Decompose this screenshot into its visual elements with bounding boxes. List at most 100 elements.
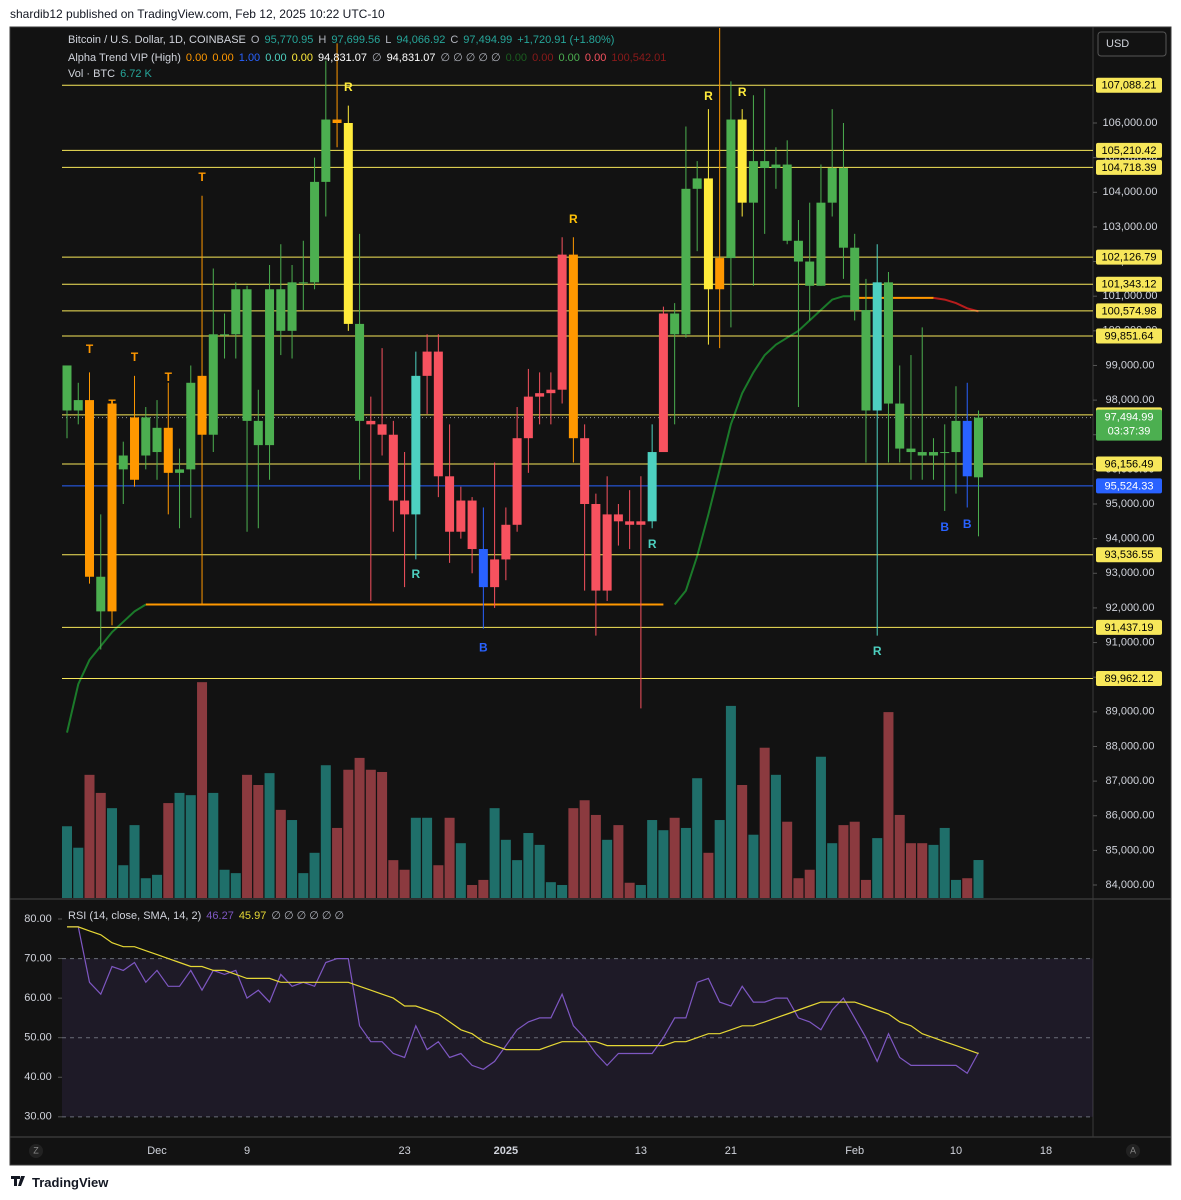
auto-button[interactable]: A	[1130, 1145, 1136, 1155]
level-tag-label: 104,718.39	[1101, 162, 1156, 174]
rsi-pane	[62, 926, 1093, 1118]
volume-bar	[433, 865, 444, 898]
y-tick-label: 40.00	[24, 1071, 52, 1083]
signal-label: R	[569, 212, 578, 226]
candle-body	[141, 417, 151, 456]
volume-bar	[197, 682, 208, 898]
level-tag	[1096, 478, 1162, 494]
level-tag-label: 100,574.98	[1101, 305, 1156, 317]
level-tag-label: 95,524.33	[1105, 480, 1154, 492]
candle-body	[523, 396, 533, 439]
signal-label: R	[648, 537, 657, 551]
button-bg[interactable]	[1126, 1144, 1140, 1158]
candle-body	[557, 254, 567, 390]
candle-body	[433, 351, 443, 477]
currency-button[interactable]	[1097, 31, 1167, 57]
volume-bar	[264, 773, 275, 898]
signal-label: B	[940, 520, 949, 534]
y-tick-label: 86,000.00	[1106, 810, 1155, 822]
chart-frame	[9, 26, 1172, 1166]
legend-item: RSI (14, close, SMA, 14, 2)	[68, 910, 202, 922]
candle-body	[872, 282, 882, 411]
volume-bar	[152, 874, 163, 898]
volume-bar	[748, 834, 759, 898]
volume-bar	[557, 885, 568, 898]
volume-bar	[388, 860, 399, 898]
candle-body	[253, 420, 263, 446]
volume-bar	[489, 808, 500, 898]
legend-item: 1.00	[238, 52, 261, 64]
scale-button[interactable]: Z	[33, 1145, 39, 1155]
volume-bar	[332, 827, 343, 898]
y-tick-label: 94,000.00	[1106, 533, 1155, 545]
candle-body	[220, 334, 230, 336]
candle-body	[118, 455, 128, 470]
level-tag-label: 91,437.19	[1105, 622, 1154, 634]
candle-body	[163, 427, 173, 473]
volume-bar	[568, 808, 579, 898]
volume-bar	[185, 795, 196, 898]
volume-bar	[242, 774, 253, 898]
x-tick-label: 10	[950, 1145, 962, 1157]
legend-item: 0.00	[558, 52, 580, 64]
signal-label: T	[86, 342, 94, 356]
candle-body	[231, 289, 241, 335]
x-tick-label: 9	[244, 1145, 250, 1157]
candle-body	[692, 178, 702, 189]
volume-bar	[872, 838, 883, 898]
candle-body	[602, 514, 612, 591]
legend-item: 0.00	[212, 52, 234, 64]
volume-bar	[107, 808, 118, 898]
candle-body	[827, 168, 837, 203]
volume-bar	[287, 820, 298, 898]
candle-body	[580, 438, 590, 505]
legend: RSI (14, close, SMA, 14, 2) 46.27 45.97 ∅ ∅…	[68, 909, 349, 922]
legend-item: 6.72 K	[120, 68, 152, 80]
signal-label: R	[738, 85, 747, 99]
level-tag-label: 96,156.49	[1105, 458, 1154, 470]
volume-bar	[962, 878, 973, 898]
y-tick-label: 95,000.00	[1106, 498, 1155, 510]
legend-item: H	[318, 34, 327, 46]
level-tag-label: 89,962.12	[1105, 673, 1154, 685]
volume-bar	[377, 772, 388, 898]
volume-bar	[782, 821, 793, 898]
volume-bar	[804, 869, 815, 898]
legend-item: 45.97	[238, 910, 267, 922]
legend-item: 0.00	[584, 52, 607, 64]
legend-item: 97,699.56	[331, 34, 381, 46]
volume-bar	[62, 826, 72, 898]
legend: Vol · BTC 6.72 K	[68, 68, 157, 80]
candle-body	[771, 164, 781, 169]
candle-body	[343, 123, 353, 324]
candle-body	[715, 258, 725, 290]
legend-item: L	[385, 34, 392, 46]
candle-body	[973, 417, 983, 478]
y-tick-label: 99,000.00	[1106, 359, 1155, 371]
volume-bar	[669, 817, 680, 898]
candle-body	[895, 403, 905, 449]
candle-body	[760, 161, 770, 169]
candle-body	[636, 521, 646, 525]
volume-bar	[253, 785, 264, 898]
y-tick-label: 106,000.00	[1102, 117, 1157, 129]
candle-body	[737, 119, 747, 203]
volume-bar	[523, 833, 534, 898]
volume-bar	[692, 778, 703, 898]
volume-bar	[230, 873, 241, 898]
countdown-label: 03:37:39	[1108, 425, 1151, 437]
button-bg[interactable]	[29, 1144, 43, 1158]
volume-bar	[860, 879, 871, 898]
volume-bar	[343, 769, 354, 898]
volume-bar	[84, 774, 95, 898]
volume-bar	[725, 705, 736, 898]
candle-body	[96, 576, 106, 612]
candle-body	[625, 521, 635, 525]
legend-item: 94,831.07	[318, 52, 367, 64]
legend-item: 46.27	[206, 910, 234, 922]
candle-body	[658, 313, 668, 453]
y-tick-label: 85,000.00	[1106, 844, 1155, 856]
volume-bar	[163, 803, 174, 898]
candle-body	[265, 289, 275, 446]
y-tick-label: 84,000.00	[1106, 879, 1155, 891]
